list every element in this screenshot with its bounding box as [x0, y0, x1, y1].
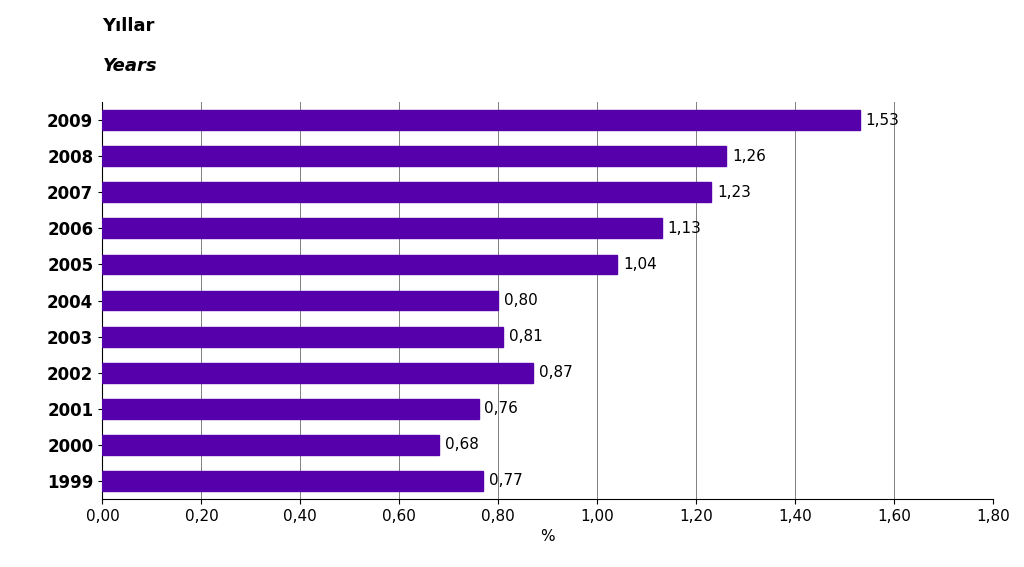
- Text: 1,26: 1,26: [732, 149, 766, 164]
- X-axis label: %: %: [541, 529, 555, 544]
- Bar: [102, 183, 711, 202]
- Text: 0,76: 0,76: [484, 401, 518, 416]
- Bar: [102, 399, 478, 418]
- Bar: [102, 327, 504, 346]
- Text: 0,80: 0,80: [504, 293, 538, 308]
- Text: 0,68: 0,68: [444, 437, 479, 452]
- Bar: [102, 146, 726, 166]
- Bar: [102, 255, 617, 274]
- Text: 0,87: 0,87: [539, 365, 572, 380]
- Bar: [102, 363, 532, 383]
- Text: 0,77: 0,77: [489, 473, 523, 488]
- Text: 1,04: 1,04: [623, 257, 656, 272]
- Text: 1,23: 1,23: [717, 185, 751, 200]
- Bar: [102, 471, 483, 491]
- Text: Years: Years: [102, 57, 157, 75]
- Text: 0,81: 0,81: [509, 329, 543, 344]
- Text: Yıllar: Yıllar: [102, 17, 155, 35]
- Bar: [102, 110, 860, 130]
- Bar: [102, 435, 439, 455]
- Bar: [102, 290, 499, 311]
- Text: 1,53: 1,53: [865, 113, 899, 128]
- Text: 1,13: 1,13: [668, 221, 701, 236]
- Bar: [102, 218, 662, 238]
